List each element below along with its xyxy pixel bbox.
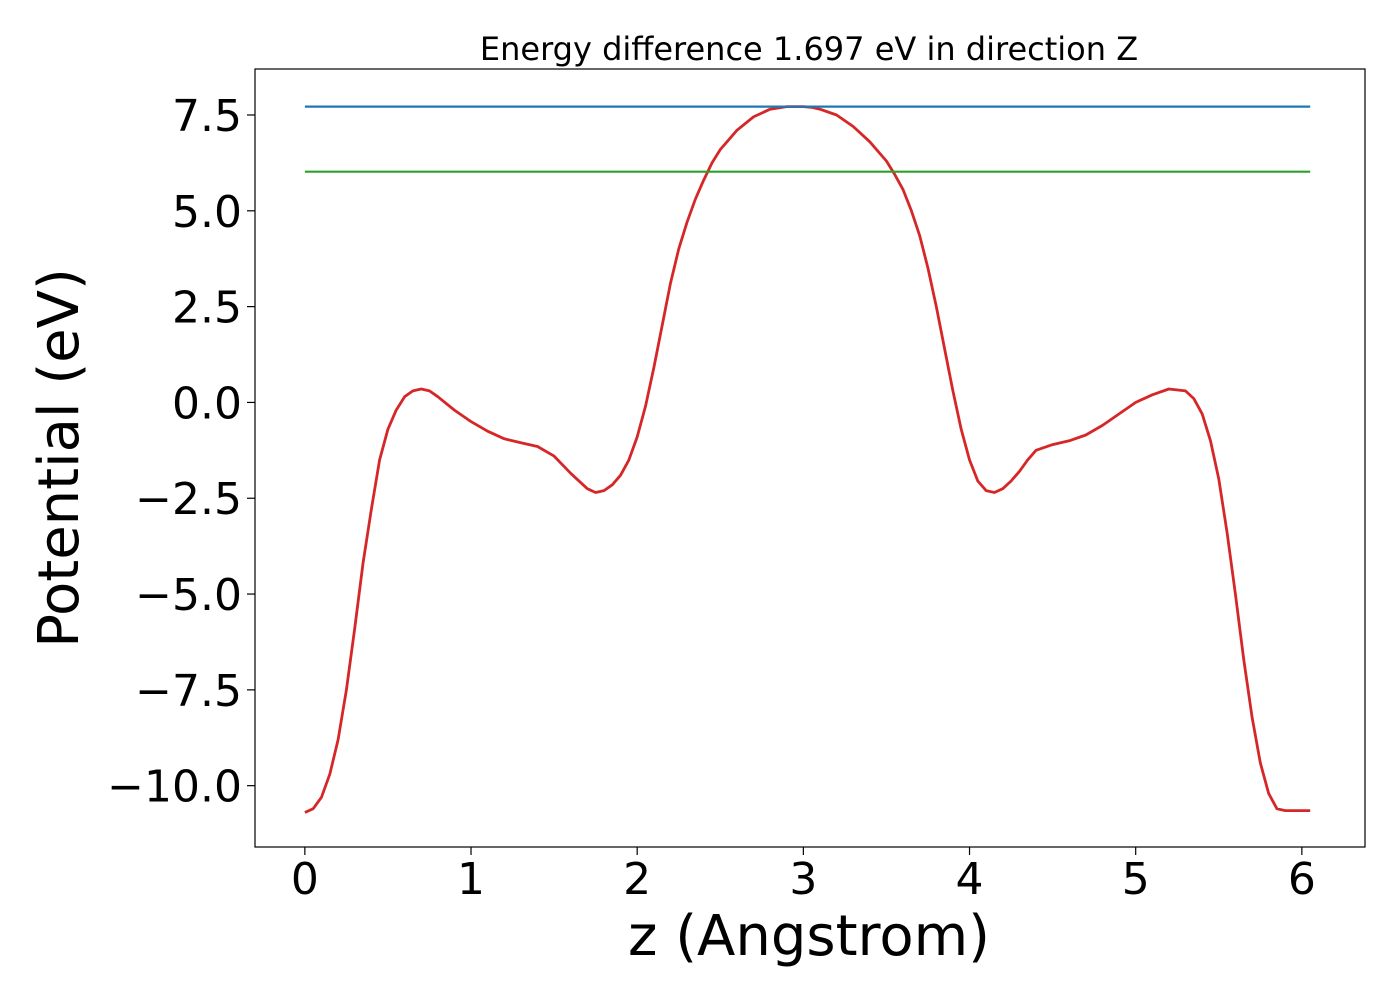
x-tick-label: 4 — [956, 854, 984, 905]
y-tick-label: 7.5 — [172, 91, 242, 142]
y-tick-label: 2.5 — [172, 283, 242, 334]
chart-title: Energy difference 1.697 eV in direction … — [480, 30, 1138, 68]
y-axis-label: Potential (eV) — [27, 268, 92, 648]
x-tick-label: 2 — [623, 854, 651, 905]
x-tick-label: 5 — [1122, 854, 1150, 905]
y-tick-label: −7.5 — [135, 666, 242, 717]
y-ticks: 7.5 5.0 2.5 0.0 −2.5 −5.0 −7.5 −10.0 — [107, 91, 255, 813]
y-tick-label: −5.0 — [135, 570, 242, 621]
y-tick-label: 5.0 — [172, 187, 242, 238]
x-tick-label: 3 — [789, 854, 817, 905]
x-tick-label: 1 — [457, 854, 485, 905]
x-tick-label: 6 — [1288, 854, 1316, 905]
y-tick-label: 0.0 — [172, 378, 242, 429]
x-tick-label: 0 — [291, 854, 319, 905]
potential-curve — [304, 105, 1311, 814]
plot-frame — [254, 68, 1366, 848]
x-axis-label: z (Angstrom) — [628, 904, 990, 969]
y-tick-label: −2.5 — [135, 474, 242, 525]
series-layer — [304, 105, 1311, 814]
x-ticks: 0 1 2 3 4 5 6 — [291, 847, 1316, 905]
plot-area — [254, 68, 1366, 848]
y-tick-label: −10.0 — [107, 762, 242, 813]
